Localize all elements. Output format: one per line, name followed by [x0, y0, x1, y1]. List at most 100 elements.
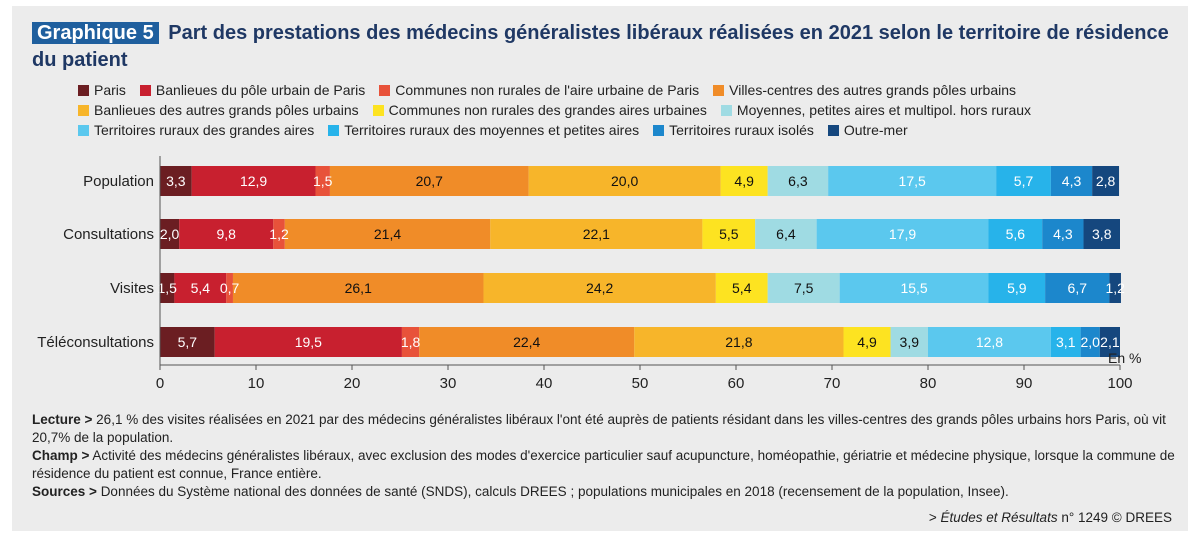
legend-label: Banlieues du pôle urbain de Paris	[155, 82, 366, 98]
legend-label: Territoires ruraux isolés	[669, 122, 814, 138]
x-tick-label: 70	[824, 375, 841, 392]
legend-item: Outre-mer	[827, 122, 908, 138]
legend-row: Paris Banlieues du pôle urbain de Paris Co…	[78, 80, 1178, 100]
data-label: 22,1	[583, 226, 610, 242]
legend-swatch	[827, 124, 839, 136]
data-label: 5,4	[191, 280, 211, 296]
data-label: 5,4	[732, 280, 752, 296]
data-label: 1,2	[269, 226, 289, 242]
data-label: 15,5	[900, 280, 927, 296]
bar-segment	[1050, 166, 1093, 196]
bar-segment	[284, 219, 491, 249]
data-label: 5,9	[1007, 280, 1027, 296]
legend-label: Banlieues des autres grands pôles urbain…	[94, 102, 359, 118]
x-tick-label: 90	[1016, 375, 1033, 392]
data-label: 2,0	[1081, 334, 1101, 350]
data-label: 3,1	[1056, 334, 1076, 350]
legend-swatch	[713, 84, 725, 96]
data-label: 4,3	[1062, 173, 1082, 189]
data-label: 6,4	[776, 226, 796, 242]
bar-segment	[226, 273, 233, 303]
legend-swatch	[653, 124, 665, 136]
bar-segment	[329, 166, 529, 196]
legend-item: Moyennes, petites aires et multipol. hor…	[720, 102, 1032, 118]
bar-segment	[1083, 219, 1120, 249]
sources-note: Sources > Données du Système national de…	[32, 484, 1009, 499]
bar-segment	[191, 166, 316, 196]
legend-swatch	[139, 84, 151, 96]
data-label: 1,5	[157, 280, 177, 296]
bar-segment	[839, 273, 989, 303]
figure-panel: Graphique 5 Part des prestations des méd…	[12, 6, 1188, 531]
bar-segment	[483, 273, 716, 303]
data-label: 17,9	[889, 226, 916, 242]
data-label: 22,4	[513, 334, 540, 350]
data-label: 26,1	[345, 280, 372, 296]
bar-segment	[1045, 273, 1110, 303]
legend-label: Paris	[94, 82, 126, 98]
data-label: 12,8	[976, 334, 1003, 350]
data-label: 1,2	[1105, 280, 1125, 296]
data-label: 20,0	[611, 173, 638, 189]
legend-item: Communes non rurales de l'aire urbaine d…	[379, 82, 699, 98]
bar-segment	[1092, 166, 1120, 196]
data-label: 19,5	[295, 334, 322, 350]
data-label: 6,7	[1068, 280, 1088, 296]
data-label: 5,5	[719, 226, 739, 242]
data-label: 1,8	[401, 334, 421, 350]
data-label: 4,3	[1053, 226, 1073, 242]
bar-segment	[1099, 327, 1120, 357]
data-label: 3,8	[1092, 226, 1112, 242]
bar-segment	[996, 166, 1051, 196]
bar-segment	[401, 327, 420, 357]
x-tick-label: 0	[156, 375, 164, 392]
data-label: 20,7	[416, 173, 443, 189]
legend-label: Moyennes, petites aires et multipol. hor…	[736, 102, 1032, 118]
data-label: 21,4	[374, 226, 401, 242]
category-label: Visites	[110, 280, 154, 297]
legend-swatch	[328, 124, 340, 136]
data-label: 12,9	[240, 173, 267, 189]
data-label: 4,9	[857, 334, 877, 350]
bar-segment	[890, 327, 928, 357]
legend-item: Territoires ruraux des moyennes et petit…	[328, 122, 639, 138]
data-label: 3,9	[900, 334, 920, 350]
data-label: 5,6	[1006, 226, 1026, 242]
legend-item: Paris	[78, 82, 126, 98]
data-label: 3,3	[166, 173, 186, 189]
bar-segment	[179, 219, 274, 249]
x-tick-label: 40	[536, 375, 553, 392]
bar-segment	[232, 273, 484, 303]
bar-segment	[702, 219, 756, 249]
data-label: 2,1	[1100, 334, 1120, 350]
legend-swatch	[720, 104, 732, 116]
legend-item: Territoires ruraux des grandes aires	[78, 122, 314, 138]
legend-label: Territoires ruraux des grandes aires	[94, 122, 315, 138]
data-label: 21,8	[725, 334, 752, 350]
x-tick-label: 30	[440, 375, 457, 392]
data-label: 24,2	[586, 280, 613, 296]
bar-segment	[160, 219, 180, 249]
data-label: 5,7	[1014, 173, 1034, 189]
legend-label: Communes non rurales des grandes aires u…	[388, 102, 707, 118]
data-label: 6,3	[788, 173, 808, 189]
legend-item: Territoires ruraux isolés	[653, 122, 814, 138]
category-label: Population	[83, 173, 154, 190]
bar-segment	[174, 273, 227, 303]
x-tick-label: 20	[344, 375, 361, 392]
bar-segment	[315, 166, 330, 196]
x-tick-label: 10	[248, 375, 265, 392]
bar-segment	[528, 166, 721, 196]
data-label: 17,5	[899, 173, 926, 189]
bar-segment	[816, 219, 989, 249]
chart-legend: Paris Banlieues du pôle urbain de Paris Co…	[78, 80, 1178, 140]
legend-item: Villes-centres des autres grands pôles u…	[713, 82, 1016, 98]
legend-label: Territoires ruraux des moyennes et petit…	[344, 122, 640, 138]
category-label: Téléconsultations	[37, 334, 154, 351]
x-tick-label: 100	[1107, 375, 1132, 392]
champ-note: Champ > Activité des médecins généralist…	[32, 448, 1175, 481]
legend-item: Banlieues des autres grands pôles urbain…	[78, 102, 359, 118]
x-tick-label: 80	[920, 375, 937, 392]
data-label: 5,7	[178, 334, 198, 350]
figure-notes: Lecture > 26,1 % des visites réalisées e…	[32, 411, 1182, 501]
